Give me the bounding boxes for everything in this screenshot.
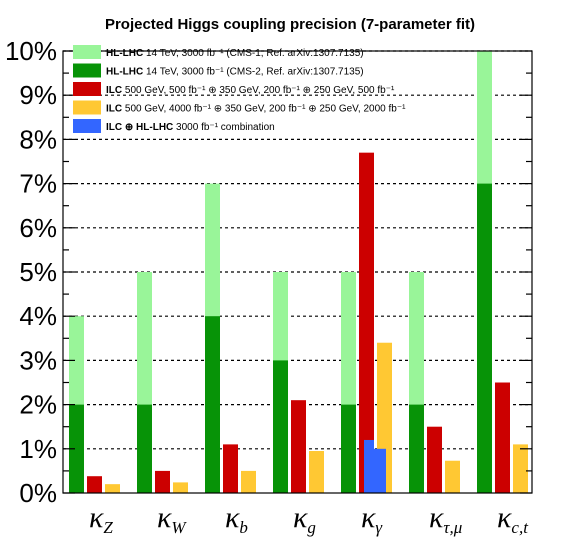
xtick-label: κγ: [361, 501, 383, 537]
bar-ilc-3: [291, 400, 306, 493]
ytick-label: 6%: [19, 213, 57, 243]
bar-hllhc-cms2-4: [341, 404, 356, 493]
bar-ilc-1: [155, 470, 170, 493]
bar-hllhc-cms2-6: [477, 183, 492, 493]
legend-swatch-2: [73, 82, 101, 96]
legend-label-1: HL-LHC 14 TeV, 3000 fb⁻¹ (CMS-2, Ref. ar…: [106, 67, 364, 78]
ytick-label: 10%: [5, 36, 57, 66]
xtick-label: κb: [225, 501, 248, 537]
bar-hllhc-cms2-1: [137, 404, 152, 493]
legend-swatch-1: [73, 63, 101, 78]
ytick-label: 9%: [19, 80, 57, 110]
bar-ilc-2: [223, 444, 238, 493]
xtick-label: κc,t: [497, 501, 529, 537]
legend-label-4: ILC ⊕ HL-LHC 3000 fb⁻¹ combination: [106, 122, 275, 133]
legend: HL-LHC 14 TeV, 3000 fb⁻¹ (CMS-1, Ref. ar…: [73, 45, 406, 133]
bar-ilc-highlumi-2: [241, 470, 256, 493]
xtick-label: κτ,μ: [429, 501, 462, 537]
bar-hllhc-cms2-0: [69, 404, 84, 493]
ytick-label: 3%: [19, 345, 57, 375]
bar-ilc-0: [87, 476, 102, 493]
legend-swatch-4: [73, 119, 101, 133]
bar-ilc-highlumi-3: [309, 451, 324, 493]
ytick-label: 2%: [19, 390, 57, 420]
bar-combination-a-4: [364, 439, 374, 493]
legend-label-2: ILC 500 GeV, 500 fb⁻¹ ⊕ 350 GeV, 200 fb⁻…: [106, 85, 395, 96]
bar-ilc-4: [359, 152, 374, 493]
x-tick-labels: κZ κW κb κg κγ κτ,μ κc,t: [89, 501, 529, 537]
legend-swatch-3: [73, 100, 101, 115]
ytick-label: 5%: [19, 257, 57, 287]
xtick-label: κW: [157, 501, 187, 537]
legend-label-3: ILC 500 GeV, 4000 fb⁻¹ ⊕ 350 GeV, 200 fb…: [106, 104, 406, 115]
bar-hllhc-cms2-5: [409, 404, 424, 493]
bar-ilc-highlumi-0: [105, 484, 120, 493]
axes: [62, 50, 533, 494]
legend-swatch-0: [73, 45, 101, 59]
bar-hllhc-cms2-3: [273, 360, 288, 493]
bar-combination-b-4: [374, 448, 386, 493]
ytick-label: 8%: [19, 124, 57, 154]
bar-ilc-highlumi-1: [173, 482, 188, 493]
ytick-label: 4%: [19, 301, 57, 331]
y-tick-labels: 0% 1% 2% 3% 4% 5% 6% 7% 8% 9% 10%: [5, 36, 57, 508]
ytick-label: 0%: [19, 478, 57, 508]
bar-ilc-5: [427, 426, 442, 493]
chart-title: Projected Higgs coupling precision (7-pa…: [105, 16, 475, 33]
bar-ilc-6: [495, 382, 510, 493]
bar-hllhc-cms2-2: [205, 316, 220, 493]
ytick-label: 1%: [19, 434, 57, 464]
xtick-label: κZ: [89, 501, 113, 537]
bar-ilc-highlumi-6: [513, 444, 528, 493]
legend-label-0: HL-LHC 14 TeV, 3000 fb⁻¹ (CMS-1, Ref. ar…: [106, 48, 364, 59]
bar-ilc-highlumi-5: [445, 460, 460, 493]
xtick-label: κg: [293, 501, 316, 537]
ytick-label: 7%: [19, 169, 57, 199]
